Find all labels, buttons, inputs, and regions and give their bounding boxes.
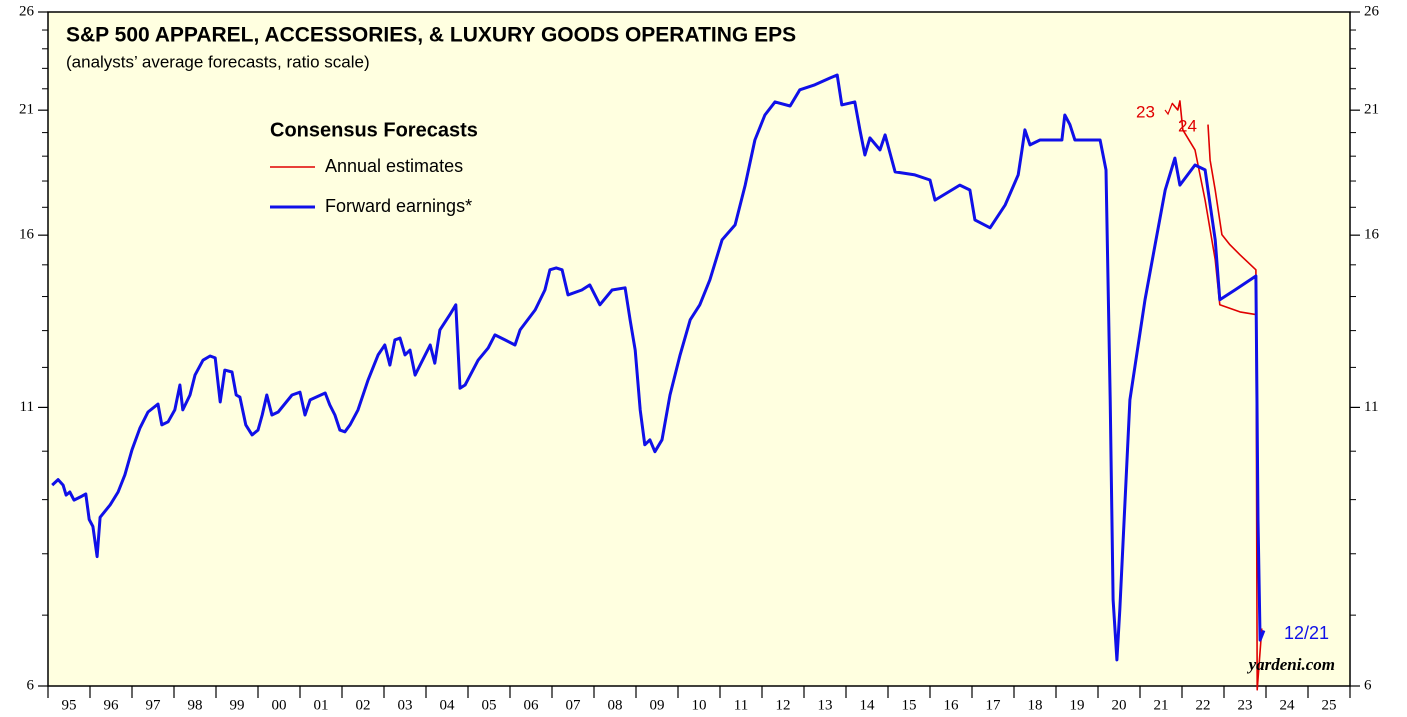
y-tick-label: 26	[19, 3, 35, 19]
x-tick-label: 08	[608, 697, 623, 713]
chart-title: S&P 500 APPAREL, ACCESSORIES, & LUXURY G…	[66, 24, 796, 47]
plot-area	[47, 11, 1351, 687]
x-tick-label: 16	[944, 697, 960, 713]
data-line	[1171, 100, 1257, 316]
x-tick-label: 95	[62, 697, 77, 713]
x-tick-label: 97	[146, 697, 162, 713]
x-tick-label: 19	[1070, 697, 1085, 713]
legend-label: Annual estimates	[325, 156, 463, 176]
x-tick-label: 21	[1154, 697, 1169, 713]
y-tick-label: 16	[19, 227, 35, 243]
legend-label: Forward earnings*	[325, 196, 472, 216]
x-tick-label: 17	[986, 697, 1002, 713]
x-tick-label: 01	[314, 697, 329, 713]
x-tick-label: 20	[1112, 697, 1127, 713]
y-tick-label: 6	[1364, 677, 1372, 693]
x-tick-label: 15	[902, 697, 917, 713]
x-tick-label: 06	[524, 697, 540, 713]
y-tick-label: 21	[19, 102, 34, 118]
x-tick-label: 98	[188, 697, 203, 713]
data-line	[51, 73, 1266, 662]
chart-subtitle: (analysts’ average forecasts, ratio scal…	[66, 52, 370, 71]
y-tick-label: 6	[27, 677, 35, 693]
x-tick-label: 03	[398, 697, 413, 713]
check-mark	[1164, 103, 1173, 116]
x-tick-label: 05	[482, 697, 497, 713]
segment-label: 24	[1178, 116, 1197, 135]
segment-label: 23	[1136, 102, 1155, 121]
x-tick-label: 25	[1322, 697, 1337, 713]
x-tick-label: 09	[650, 697, 665, 713]
x-tick-label: 12	[776, 697, 791, 713]
x-tick-label: 14	[860, 697, 876, 713]
marks	[51, 73, 1266, 691]
x-tick-label: 13	[818, 697, 833, 713]
watermark: yardeni.com	[1247, 655, 1335, 674]
data-line	[1207, 124, 1263, 691]
y-tick-label: 21	[1364, 102, 1379, 118]
x-tick-label: 18	[1028, 697, 1043, 713]
y-tick-label: 26	[1364, 3, 1380, 19]
x-tick-label: 11	[734, 697, 748, 713]
legend-title: Consensus Forecasts	[270, 119, 478, 141]
x-tick-label: 23	[1238, 697, 1253, 713]
x-tick-label: 00	[272, 697, 287, 713]
x-tick-label: 99	[230, 697, 245, 713]
x-tick-label: 96	[104, 697, 120, 713]
y-tick-label: 16	[1364, 227, 1380, 243]
y-tick-label: 11	[1364, 399, 1378, 415]
x-tick-label: 24	[1280, 697, 1296, 713]
annotation: 12/21	[1284, 623, 1329, 643]
x-tick-label: 07	[566, 697, 582, 713]
x-tick-label: 22	[1196, 697, 1211, 713]
x-tick-label: 02	[356, 697, 371, 713]
x-tick-label: 04	[440, 697, 456, 713]
y-tick-label: 11	[20, 399, 34, 415]
x-tick-label: 10	[692, 697, 707, 713]
